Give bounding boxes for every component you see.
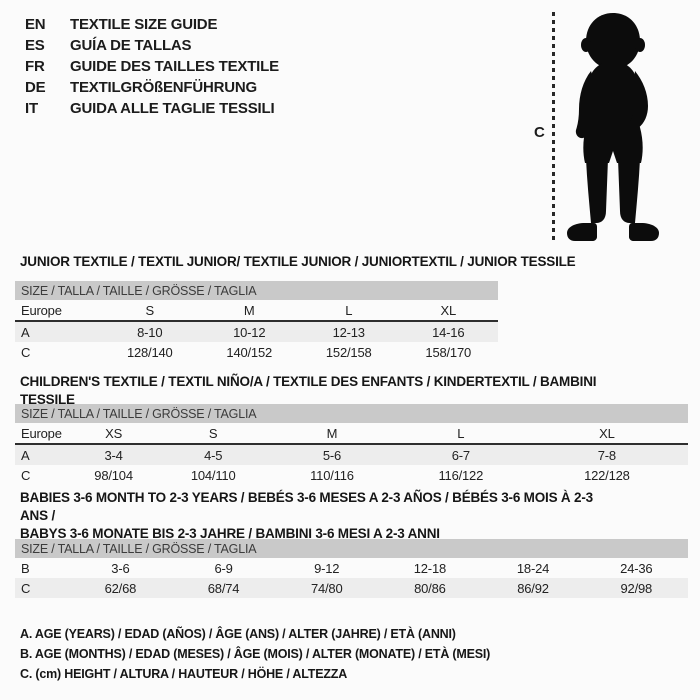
language-row: EN TEXTILE SIZE GUIDE [25,14,279,35]
value-cell: 122/128 [584,467,630,483]
babies-table-title: BABIES 3-6 MONTH TO 2-3 YEARS / BEBÉS 3-… [20,490,593,541]
footnote-line: A. AGE (YEARS) / EDAD (AÑOS) / ÂGE (ANS)… [20,627,456,641]
value-cell: 9-12 [314,560,340,576]
junior-table-title: JUNIOR TEXTILE / TEXTIL JUNIOR/ TEXTILE … [20,254,576,269]
size-table-header-cell: SIZE / TALLA / TAILLE / GRÖSSE / TAGLIA [15,539,688,558]
size-table: SIZE / TALLA / TAILLE / GRÖSSE / TAGLIA E… [15,404,688,485]
value-cell: 116/122 [438,467,484,483]
value-cell: 18-24 [516,560,550,576]
height-measure-label: C [534,124,545,141]
height-measure-dashed-line [552,12,555,243]
row-label-cell: C [21,344,31,360]
table-row: C 98/104 104/110 110/116 116/122 122/128 [15,465,688,485]
table-row: Europe S M L XL [15,300,498,322]
value-cell: 8-10 [100,321,200,342]
value-cell: XL [398,300,498,322]
language-title: TEXTILGRÖßENFÜHRUNG [70,79,258,96]
children-size-table: SIZE / TALLA / TAILLE / GRÖSSE / TAGLIA E… [15,404,688,485]
value-cell: 80/86 [378,578,482,598]
value-cell: 6-9 [214,560,233,576]
children-table-title: CHILDREN'S TEXTILE / TEXTIL NIÑO/A / TEX… [20,374,597,407]
value-cell: 4-5 [158,444,269,465]
legend-footnotes: A. AGE (YEARS) / EDAD (AÑOS) / ÂGE (ANS)… [20,624,490,684]
language-row: IT GUIDA ALLE TAGLIE TESSILI [25,98,279,119]
value-cell: XL [525,423,688,445]
value-cell: 86/92 [481,578,585,598]
language-title: GUIDE DES TAILLES TEXTILE [70,58,279,75]
language-row: DE TEXTILGRÖßENFÜHRUNG [25,77,279,98]
table-row: Europe XS S M L XL [15,423,688,445]
value-cell: 92/98 [584,578,688,598]
value-cell: L [298,300,399,322]
footnote-line: B. AGE (MONTHS) / EDAD (MESES) / ÂGE (MO… [20,647,491,661]
table-row: A 8-10 10-12 12-13 14-16 [15,321,498,342]
value-cell: 98/104 [94,467,133,483]
row-label-cell: Europe [15,300,100,322]
language-code: ES [25,37,45,54]
value-cell: 5-6 [268,444,396,465]
language-code: IT [25,100,38,117]
value-cell: 3-6 [111,560,130,576]
language-title: GUIDA ALLE TAGLIE TESSILI [70,100,275,117]
table-row: C 128/140 140/152 152/158 158/170 [15,342,498,362]
row-label-cell: C [15,578,69,598]
junior-size-table: SIZE / TALLA / TAILLE / GRÖSSE / TAGLIA E… [15,281,498,362]
value-cell: 104/110 [190,467,236,483]
size-table-header-cell: SIZE / TALLA / TAILLE / GRÖSSE / TAGLIA [15,281,498,300]
value-cell: 3-4 [68,444,159,465]
size-table: SIZE / TALLA / TAILLE / GRÖSSE / TAGLIA E… [15,281,498,362]
language-title-list: EN TEXTILE SIZE GUIDE ES GUÍA DE TALLAS FR GU… [25,14,279,119]
value-cell: 24-36 [620,560,653,576]
value-cell: S [100,300,200,322]
value-cell: 14-16 [398,321,498,342]
toddler-silhouette-icon [567,13,659,241]
value-cell: 10-12 [199,321,299,342]
size-table-header-cell: SIZE / TALLA / TAILLE / GRÖSSE / TAGLIA [15,404,688,423]
value-cell: 74/80 [275,578,379,598]
value-cell: 7-8 [525,444,688,465]
row-label-cell: A [15,321,100,342]
size-table-header-row: SIZE / TALLA / TAILLE / GRÖSSE / TAGLIA [15,281,498,300]
value-cell: S [158,423,269,445]
value-cell: 140/152 [226,344,273,360]
table-row: B 3-6 6-9 9-12 12-18 18-24 24-36 [15,558,688,578]
size-table-header-row: SIZE / TALLA / TAILLE / GRÖSSE / TAGLIA [15,539,688,558]
value-cell: 6-7 [395,444,526,465]
table-row: A 3-4 4-5 5-6 6-7 7-8 [15,444,688,465]
value-cell: 128/140 [126,344,173,360]
value-cell: 62/68 [68,578,172,598]
value-cell: M [199,300,299,322]
row-label-cell: Europe [15,423,69,445]
babies-size-table: SIZE / TALLA / TAILLE / GRÖSSE / TAGLIA B… [15,539,688,598]
language-row: ES GUÍA DE TALLAS [25,35,279,56]
row-label-cell: A [15,444,69,465]
language-code: EN [25,16,46,33]
value-cell: XS [68,423,159,445]
language-row: FR GUIDE DES TAILLES TEXTILE [25,56,279,77]
size-table-header-row: SIZE / TALLA / TAILLE / GRÖSSE / TAGLIA [15,404,688,423]
value-cell: M [268,423,396,445]
value-cell: L [395,423,526,445]
value-cell: 110/116 [310,467,354,483]
value-cell: 158/170 [425,344,472,360]
size-table: SIZE / TALLA / TAILLE / GRÖSSE / TAGLIA B… [15,539,688,598]
row-label-cell: C [21,467,31,483]
language-title: GUÍA DE TALLAS [70,37,192,54]
value-cell: 152/158 [325,344,372,360]
language-title: TEXTILE SIZE GUIDE [70,16,218,33]
language-code: DE [25,79,46,96]
value-cell: 12-18 [413,560,446,576]
language-code: FR [25,58,45,75]
value-cell: 68/74 [171,578,276,598]
footnote-line: C. (cm) HEIGHT / ALTURA / HAUTEUR / HÖHE… [20,667,348,681]
table-row: C 62/68 68/74 74/80 80/86 86/92 92/98 [15,578,688,598]
row-label-cell: B [21,560,30,576]
value-cell: 12-13 [298,321,399,342]
